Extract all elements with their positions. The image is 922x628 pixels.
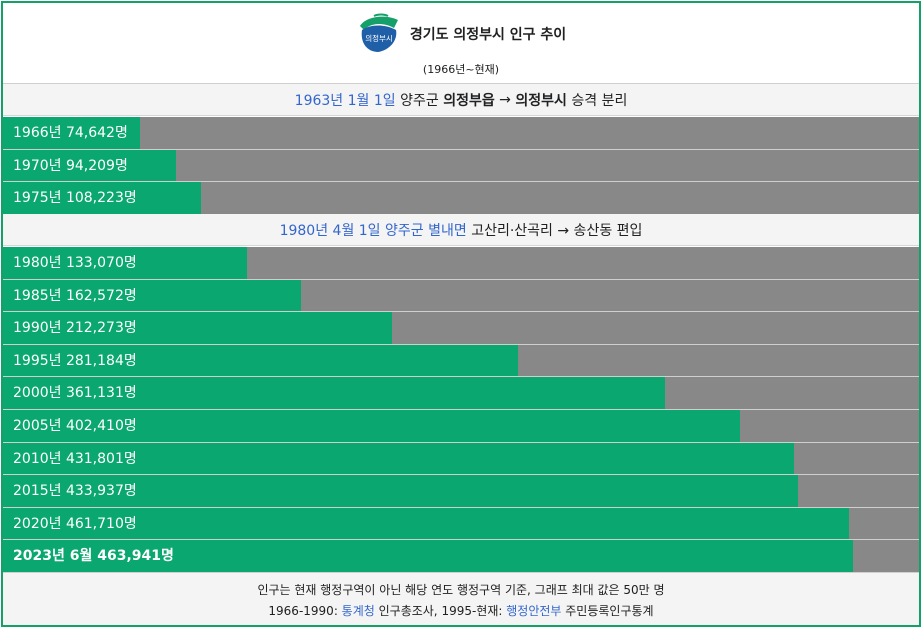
bar — [3, 149, 176, 182]
bar-row: 1966년 74,642명 — [3, 117, 919, 150]
bar — [3, 410, 741, 442]
chart-subtitle: (1966년~현재) — [422, 63, 500, 76]
bar-row: 1970년 94,209명 — [3, 149, 919, 183]
bar-label: 2010년 431,801명 — [13, 450, 137, 467]
bar-row: 1995년 281,184명 — [3, 344, 919, 378]
bar-label: 2005년 402,410명 — [13, 418, 137, 434]
bar-row: 1975년 108,223명 — [3, 182, 919, 215]
bar — [3, 117, 140, 149]
title-row: 의정부시 경기도 의정부시 인구 추이 — [3, 11, 919, 57]
footer-text: 1966-1990: — [268, 604, 342, 618]
footer-note: 인구는 현재 행정구역이 아닌 해당 연도 행정구역 기준, 그래프 최대 값은… — [257, 583, 665, 597]
bar — [3, 247, 247, 279]
bar-label: 1975년 108,223명 — [13, 190, 137, 207]
bar — [3, 312, 392, 344]
bar-row: 2000년 361,131명 — [3, 377, 919, 410]
bar — [3, 279, 301, 312]
bar-label: 2023년 6월 463,941명 — [13, 548, 174, 565]
bar-row: 1980년 133,070명 — [3, 247, 919, 280]
bar-label: 2000년 361,131명 — [13, 385, 137, 402]
bar-row: 2005년 402,410명 — [3, 410, 919, 443]
infobox-footer: 인구는 현재 행정구역이 아닌 해당 연도 행정구역 기준, 그래프 최대 값은… — [3, 573, 919, 625]
source-link-ministry[interactable]: 행정안전부 — [506, 604, 562, 618]
chart-title: 경기도 의정부시 인구 추이 — [409, 27, 567, 43]
bar-label: 2015년 433,937명 — [13, 483, 137, 500]
bar-row: 2023년 6월 463,941명 — [3, 540, 919, 573]
bar-row: 1990년 212,273명 — [3, 312, 919, 345]
bar-row: 2015년 433,937명 — [3, 475, 919, 508]
svg-text:의정부시: 의정부시 — [365, 33, 393, 43]
note-bold: 의정부시 — [515, 92, 567, 109]
note-row-1963: 1963년 1월 1일 양주군 의정부읍 → 의정부시 승격 분리 — [3, 84, 919, 116]
bar-row: 2020년 461,710명 — [3, 507, 919, 541]
bar-label: 1980년 133,070명 — [13, 255, 137, 271]
bar — [3, 377, 665, 409]
note-text: 고산리·산곡리 → 송산동 편입 — [466, 222, 643, 239]
bar — [3, 344, 519, 377]
bar — [3, 182, 202, 214]
infobox-header: 의정부시 경기도 의정부시 인구 추이 (1966년~현재) — [3, 3, 919, 84]
footer-text: 인구총조사, 1995-현재: — [374, 604, 507, 618]
bar — [3, 442, 795, 475]
city-emblem-logo: 의정부시 — [359, 13, 398, 52]
source-link-statistics-korea[interactable]: 통계청 — [341, 604, 375, 618]
bar-label: 1970년 94,209명 — [13, 157, 128, 174]
bar-row: 1985년 162,572명 — [3, 279, 919, 313]
note-bold: 의정부읍 — [443, 92, 495, 109]
note-text: 승격 분리 — [566, 92, 628, 109]
bar-label: 1995년 281,184명 — [13, 352, 137, 369]
bar — [3, 475, 798, 507]
bar — [3, 507, 849, 540]
bar-label: 2020년 461,710명 — [13, 515, 137, 532]
footer-source: 1966-1990: 통계청 인구총조사, 1995-현재: 행정안전부 주민등… — [3, 602, 919, 619]
bar-label: 1990년 212,273명 — [13, 320, 137, 337]
note-text: → — [494, 91, 516, 108]
district-link[interactable]: 양주군 별내면 — [385, 222, 467, 239]
bar-label: 1966년 74,642명 — [13, 125, 128, 141]
bar-label: 1985년 162,572명 — [13, 287, 137, 304]
date-link-1963[interactable]: 1963년 1월 1일 — [294, 92, 396, 109]
footer-text: 주민등록인구통계 — [561, 604, 654, 618]
note-row-1980: 1980년 4월 1일 양주군 별내면 고산리·산곡리 → 송산동 편입 — [3, 214, 919, 246]
bar — [3, 540, 853, 572]
note-text: 양주군 — [395, 92, 444, 109]
date-link-1980[interactable]: 1980년 4월 1일 — [279, 222, 381, 239]
bar-row: 2010년 431,801명 — [3, 442, 919, 476]
